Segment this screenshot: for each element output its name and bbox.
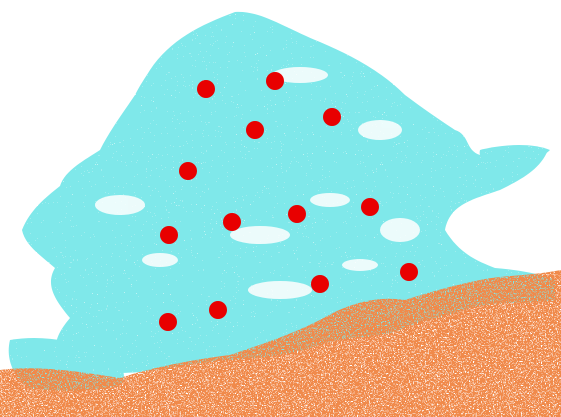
red-marker: [223, 213, 241, 231]
red-marker: [311, 275, 329, 293]
red-marker: [160, 226, 178, 244]
red-marker: [159, 313, 177, 331]
red-marker: [288, 205, 306, 223]
marker-group: [159, 72, 418, 331]
red-marker: [209, 301, 227, 319]
red-marker: [400, 263, 418, 281]
red-marker: [361, 198, 379, 216]
red-marker: [246, 121, 264, 139]
cyan-gaps: [95, 67, 420, 299]
orange-region: [0, 270, 561, 417]
red-marker: [266, 72, 284, 90]
red-marker: [323, 108, 341, 126]
red-marker: [197, 80, 215, 98]
red-marker: [179, 162, 197, 180]
